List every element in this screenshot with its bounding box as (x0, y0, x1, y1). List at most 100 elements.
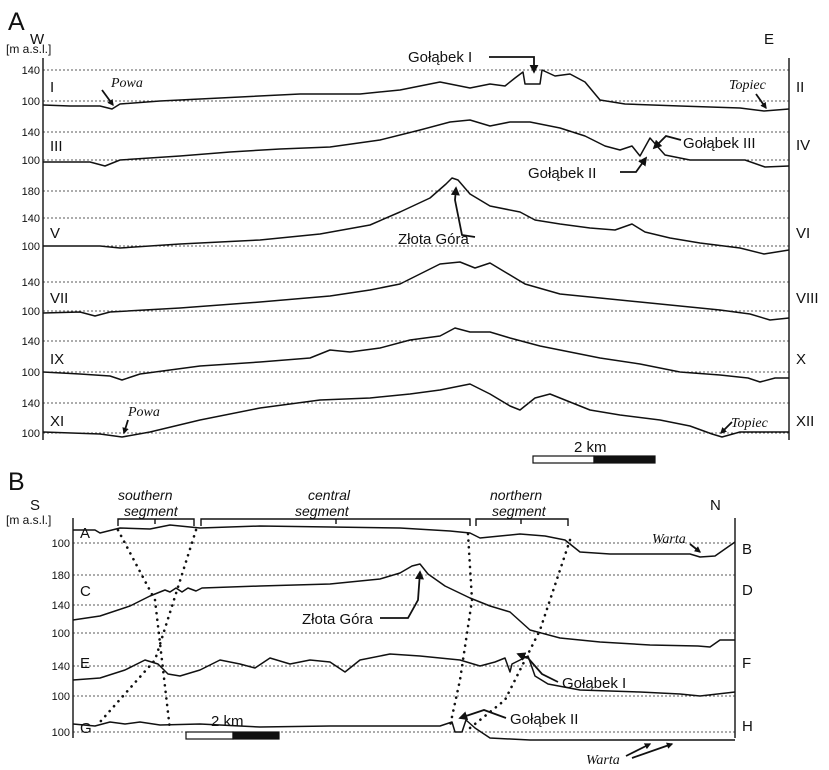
profile-label-right: VIII (796, 290, 819, 307)
panel-a-letter: A (8, 8, 25, 36)
profile-label-right: D (742, 582, 753, 599)
river-label-topiec: Topiec (731, 416, 769, 431)
west-label: W (30, 31, 45, 48)
profile-label-left: XI (50, 413, 64, 430)
elevation-profile (72, 719, 735, 741)
label-golabek-1: Gołąbek I (408, 49, 472, 66)
profile-label-left: VII (50, 290, 68, 307)
profile-label-left: III (50, 138, 63, 155)
southern-segment-bracket (117, 518, 195, 526)
y-tick-label: 100 (22, 367, 40, 379)
scale-bar-black (593, 455, 656, 464)
profile-i-ii: 140 100 I II Powa Topiec Gołąbek I (22, 49, 804, 112)
profile-iii-iv: 140 100 III IV Gołąbek III Gołąbek II (22, 119, 810, 182)
scale-bar-black (232, 731, 280, 740)
y-tick-label: 140 (22, 336, 40, 348)
profile-label-left: G (80, 720, 92, 737)
golabek-1-callout-arrow (516, 652, 559, 683)
river-label-warta: Warta (586, 753, 620, 768)
river-label-powa: Powa (110, 76, 143, 91)
profile-label-right: B (742, 541, 752, 558)
segment-boundary-dotted-line (448, 532, 474, 728)
profile-label-right: X (796, 351, 806, 368)
elevation-profile (42, 383, 789, 438)
profile-v-vi: 180 140 100 V VI Złota Góra (22, 177, 810, 255)
y-tick-label: 100 (22, 241, 40, 253)
scale-bar: 2 km (532, 439, 656, 464)
y-tick-label: 100 (52, 628, 70, 640)
label-golabek-1: Gołąbek I (562, 675, 626, 692)
y-tick-label: 140 (22, 65, 40, 77)
warta-arrow (689, 543, 702, 553)
segment-boundary-lines (98, 528, 572, 732)
y-tick-label: 140 (22, 398, 40, 410)
river-label-powa: Powa (127, 405, 160, 420)
label-golabek-3: Gołąbek III (683, 135, 756, 152)
profile-label-right: IV (796, 137, 810, 154)
y-tick-label: 100 (52, 691, 70, 703)
y-tick-label: 140 (52, 661, 70, 673)
topiec-arrow (720, 421, 733, 434)
segment-boundary-dotted-line (468, 538, 572, 730)
golabek-2-callout-arrow (620, 156, 648, 173)
elevation-profile (42, 69, 790, 112)
y-tick-label: 100 (22, 155, 40, 167)
south-label: S (30, 497, 40, 514)
elevation-profile (43, 119, 790, 168)
profile-label-left: A (80, 525, 90, 542)
zlota-gora-callout-arrow (380, 570, 424, 619)
panel-b-letter: B (8, 468, 25, 496)
y-tick-label: 100 (22, 96, 40, 108)
central-segment-label-line1: central (308, 487, 351, 503)
profile-label-right: II (796, 79, 804, 96)
river-label-warta: Warta (652, 532, 686, 547)
segment-brackets: southern segment central segment norther… (117, 487, 569, 526)
profile-ix-x: 140 100 IX X (22, 327, 806, 383)
elevation-profile (72, 653, 736, 697)
panel-a-unit: [m a.s.l.] (6, 42, 51, 56)
scale-label: 2 km (574, 439, 607, 456)
panel-b: B S N [m a.s.l.] southern segment centra… (6, 468, 753, 768)
profile-label-left: IX (50, 351, 64, 368)
label-zlota-gora: Złota Góra (302, 611, 374, 628)
elevation-profile (42, 327, 789, 383)
elevation-profile (72, 563, 735, 648)
segment-boundary-dotted-line (116, 528, 172, 732)
profile-label-left: I (50, 79, 54, 96)
panel-a: A [m a.s.l.] W E 140 100 I II Powa Topie… (6, 8, 819, 464)
y-tick-label: 100 (52, 727, 70, 739)
river-label-topiec: Topiec (729, 78, 767, 93)
scale-bar: 2 km (185, 713, 280, 740)
label-zlota-gora: Złota Góra (398, 231, 470, 248)
scale-bar-white (185, 731, 234, 740)
label-golabek-2: Gołąbek II (510, 711, 578, 728)
y-tick-label: 140 (22, 277, 40, 289)
profile-g-h: 100 G H Gołąbek II Warta (52, 709, 753, 768)
profile-label-left: V (50, 225, 60, 242)
elevation-profile (43, 177, 790, 255)
panel-b-unit: [m a.s.l.] (6, 513, 51, 527)
scale-label: 2 km (211, 713, 244, 730)
y-tick-label: 180 (22, 186, 40, 198)
central-segment-label-line2: segment (295, 503, 350, 519)
y-tick-label: 140 (52, 600, 70, 612)
golabek-3-callout-arrow (652, 134, 682, 150)
profile-label-right: H (742, 718, 753, 735)
y-tick-label: 180 (52, 570, 70, 582)
y-tick-label: 140 (22, 213, 40, 225)
profile-e-f: 140 100 E F Gołąbek I (52, 652, 751, 703)
profile-vii-viii: 140 100 VII VIII (22, 261, 819, 321)
segment-boundary-dotted-line (98, 528, 198, 724)
profile-xi-xii: 140 100 XI XII Powa Topiec (22, 383, 814, 440)
y-tick-label: 100 (22, 428, 40, 440)
powa-arrow (122, 419, 129, 435)
central-segment-bracket (200, 518, 471, 526)
northern-segment-bracket (475, 518, 569, 526)
elevation-profile (42, 261, 790, 321)
zlota-gora-callout-arrow (450, 186, 476, 238)
north-label: N (710, 497, 721, 514)
powa-arrow (101, 89, 114, 107)
east-label: E (764, 31, 774, 48)
topiec-arrow (755, 93, 767, 110)
